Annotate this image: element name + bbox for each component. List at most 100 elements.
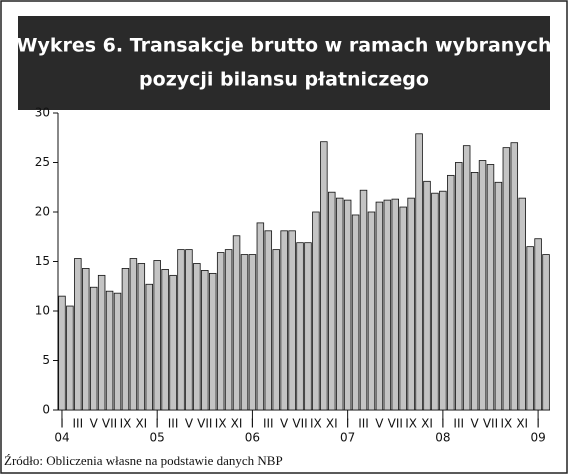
x-tick-label: XI: [421, 417, 433, 431]
bar: [375, 201, 384, 411]
x-tick-label: VII: [483, 417, 498, 431]
bar: [137, 263, 146, 411]
bar: [312, 211, 320, 411]
bar: [494, 181, 503, 411]
year-label: 06: [245, 431, 260, 445]
x-tick-label: VII: [292, 417, 307, 431]
chart-title: pozycji bilansu płatniczego: [139, 69, 429, 91]
bar: [74, 258, 82, 411]
bar: [232, 235, 241, 411]
bar: [407, 197, 415, 411]
year-label: 08: [435, 431, 450, 445]
y-tick-label: 15: [35, 254, 50, 268]
bar: [296, 242, 304, 411]
bar: [359, 189, 368, 411]
bar: [510, 142, 519, 411]
x-tick-label: VII: [102, 417, 117, 431]
year-label: 07: [340, 431, 355, 445]
bar: [470, 171, 479, 411]
bar: [383, 199, 392, 411]
x-tick-label: IX: [500, 417, 512, 431]
bar: [224, 249, 233, 411]
bar: [462, 145, 471, 411]
bar: [272, 249, 280, 411]
bar: [423, 180, 431, 411]
chart-title: Wykres 6. Transakcje brutto w ramach wyb…: [17, 35, 552, 57]
bar: [105, 290, 114, 411]
bar: [288, 230, 296, 411]
bar: [320, 141, 328, 411]
source: Źródło: Obliczenia własne na podstawie d…: [4, 453, 283, 468]
bar: [58, 295, 66, 411]
bar: [209, 272, 217, 411]
y-tick-label: 25: [35, 155, 50, 169]
bar: [542, 254, 550, 411]
x-tick-label: III: [73, 417, 84, 431]
x-tick-label: IX: [215, 417, 227, 431]
x-tick-label: I: [155, 417, 159, 431]
bar: [486, 164, 495, 411]
x-tick-label: V: [90, 417, 99, 431]
bar: [216, 252, 225, 411]
bar: [431, 192, 439, 411]
x-tick-label: I: [251, 417, 255, 431]
bar: [328, 191, 336, 411]
bar: [121, 268, 130, 411]
x-tick-label: VII: [197, 417, 212, 431]
bar: [343, 199, 352, 411]
y-tick-label: 30: [35, 106, 50, 120]
x-tick-label: XI: [326, 417, 338, 431]
bar: [145, 283, 153, 411]
x-tick-label: III: [453, 417, 464, 431]
x-tick-label: V: [185, 417, 194, 431]
x-tick-label: V: [375, 417, 384, 431]
bar: [391, 198, 399, 411]
x-tick-label: V: [280, 417, 289, 431]
bar: [97, 274, 106, 411]
bar: [201, 270, 209, 411]
bar: [161, 269, 169, 411]
bar: [264, 230, 273, 411]
x-tick-label: IX: [120, 417, 132, 431]
x-tick-label: XI: [135, 417, 147, 431]
x-tick-label: VII: [388, 417, 403, 431]
bar: [177, 249, 185, 411]
year-label: 04: [54, 431, 69, 445]
year-label: 09: [530, 431, 545, 445]
x-tick-label: III: [358, 417, 369, 431]
y-tick-label: 20: [35, 205, 50, 219]
bar: [367, 211, 376, 411]
bar: [502, 147, 511, 411]
bar: [66, 305, 74, 411]
bar: [335, 197, 344, 411]
x-tick-label: I: [536, 417, 540, 431]
x-tick-label: I: [60, 417, 64, 431]
bar: [280, 230, 288, 411]
x-tick-label: I: [441, 417, 445, 431]
bar: [129, 258, 138, 411]
year-label: 05: [150, 431, 165, 445]
bar: [89, 286, 98, 411]
x-tick-label: III: [263, 417, 274, 431]
bar: [439, 190, 447, 411]
bar: [447, 174, 455, 411]
x-tick-label: XI: [516, 417, 528, 431]
bar: [478, 160, 487, 411]
bar: [153, 260, 161, 411]
title-box: [18, 16, 550, 110]
bar: [526, 246, 534, 411]
bar: [240, 254, 249, 411]
bar: [193, 263, 201, 411]
bar: [455, 162, 463, 411]
bar: [304, 242, 312, 411]
x-tick-label: XI: [231, 417, 243, 431]
bar: [248, 254, 257, 411]
bar: [256, 222, 265, 411]
x-tick-label: IX: [405, 417, 417, 431]
bar: [518, 197, 526, 411]
bar: [82, 268, 90, 411]
x-tick-label: I: [346, 417, 350, 431]
bar: [534, 238, 542, 411]
x-tick-label: IX: [310, 417, 322, 431]
